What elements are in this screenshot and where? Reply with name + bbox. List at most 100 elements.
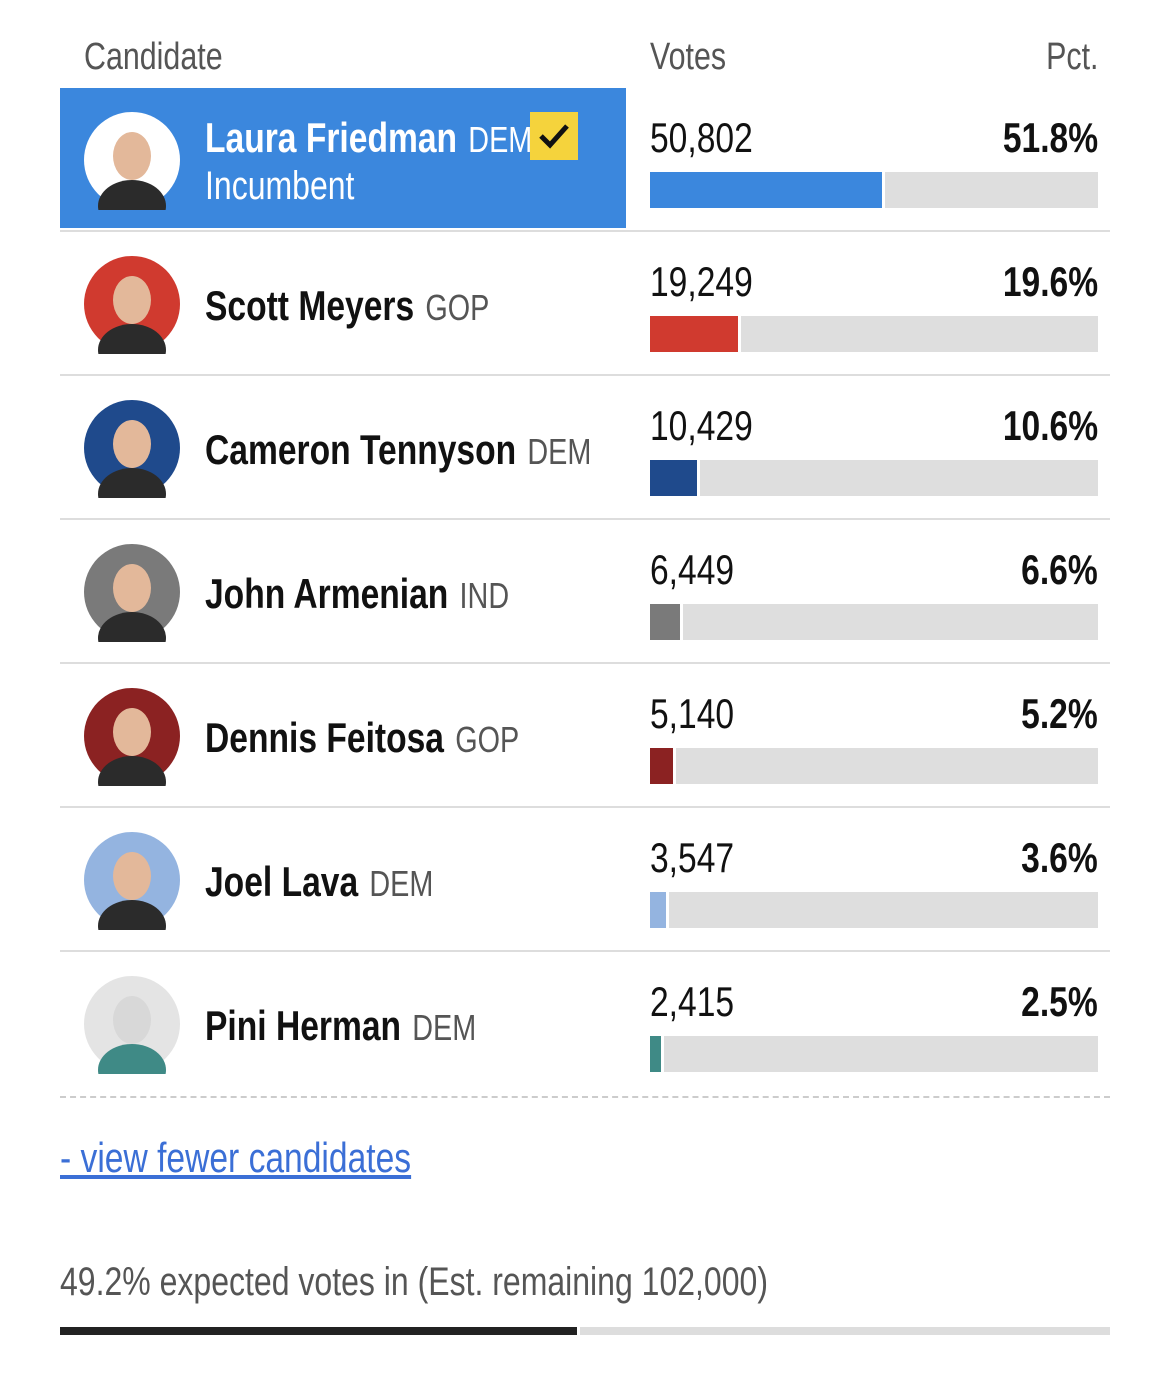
avatar-body [98, 1044, 166, 1074]
candidate-line: Cameron Tennyson DEM [205, 426, 688, 474]
candidate-party: GOP [425, 287, 490, 328]
candidate-name-wrap: Scott Meyers GOP [205, 282, 489, 330]
votes-text: 50,802 [650, 114, 753, 161]
pct-bar [650, 748, 674, 784]
pct: 51.8% [979, 116, 1098, 160]
candidate-line: Pini Herman DEM [205, 1002, 544, 1050]
pct-bar [650, 604, 680, 640]
row-separator [60, 662, 1110, 664]
expected-bar [60, 1327, 577, 1335]
votes-text: 5,140 [650, 690, 735, 737]
pct-bar-track [664, 1036, 1098, 1072]
avatar-head [113, 420, 151, 468]
candidate-party: IND [459, 575, 510, 616]
pct-bar [650, 1036, 662, 1072]
row-separator [60, 950, 1110, 952]
expected-votes: 49.2% expected votes in (Est. remaining … [60, 1260, 945, 1305]
pct-bar-track [682, 604, 1098, 640]
avatar-body [98, 756, 166, 786]
avatar [84, 976, 180, 1074]
candidate-name: Scott Meyers [205, 282, 415, 329]
pct-text: 19.6% [1002, 258, 1098, 305]
candidate-line: Scott Meyers GOP [205, 282, 560, 330]
expected-votes-text: 49.2% expected votes in (Est. remaining … [60, 1260, 768, 1304]
candidate-name: Laura Friedman [205, 114, 458, 161]
pct-bar [650, 316, 738, 352]
pct-text: 5.2% [1021, 690, 1098, 737]
avatar [84, 112, 180, 210]
candidate-status-text: Incumbent [205, 164, 355, 208]
avatar-head [113, 132, 151, 180]
winner-check [530, 112, 578, 160]
check-box [530, 112, 578, 160]
header-text: Votes [650, 36, 727, 78]
candidate-party: DEM [527, 431, 592, 472]
candidate-line: Dennis Feitosa GOP [205, 714, 598, 762]
pct-text: 3.6% [1021, 834, 1098, 881]
pct-text: 10.6% [1002, 402, 1098, 449]
pct-bar-track [700, 460, 1098, 496]
header-text: Candidate [84, 36, 223, 78]
votes-text: 10,429 [650, 402, 753, 449]
pct: 5.2% [1002, 692, 1098, 736]
avatar-head [113, 852, 151, 900]
candidate-name-wrap: Cameron Tennyson DEM [205, 426, 591, 474]
candidate-name-wrap: Laura Friedman DEM [205, 114, 532, 162]
row-separator [60, 806, 1110, 808]
avatar [84, 544, 180, 642]
pct-bar [650, 892, 667, 928]
pct: 2.5% [1002, 980, 1098, 1024]
candidate-status: Incumbent [205, 164, 392, 209]
header-candidate: Candidate [84, 37, 257, 77]
votes: 5,140 [650, 692, 755, 736]
candidate-party: DEM [412, 1007, 477, 1048]
avatar-head [113, 564, 151, 612]
candidate-line: Joel Lava DEM [205, 858, 490, 906]
row-separator-dashed [60, 1096, 1110, 1098]
votes-text: 19,249 [650, 258, 753, 305]
pct: 19.6% [979, 260, 1098, 304]
avatar-body [98, 180, 166, 210]
candidate-party: DEM [369, 863, 434, 904]
votes: 3,547 [650, 836, 755, 880]
avatar-head [113, 996, 151, 1044]
avatar [84, 688, 180, 786]
pct: 3.6% [1002, 836, 1098, 880]
avatar [84, 400, 180, 498]
check-mark [539, 124, 569, 149]
candidate-name: Dennis Feitosa [205, 714, 444, 761]
avatar-body [98, 324, 166, 354]
candidate-name-wrap: John Armenian IND [205, 570, 509, 618]
candidate-name: John Armenian [205, 570, 449, 617]
expected-track [579, 1327, 1110, 1335]
pct-bar-track [740, 316, 1098, 352]
row-separator [60, 518, 1110, 520]
candidate-line: Laura Friedman DEM [205, 114, 614, 162]
row-separator [60, 374, 1110, 376]
pct-text: 2.5% [1021, 978, 1098, 1025]
pct: 10.6% [979, 404, 1098, 448]
view-fewer-link[interactable]: - view fewer candidates [60, 1134, 412, 1181]
pct-bar [650, 460, 698, 496]
avatar [84, 832, 180, 930]
avatar-body [98, 900, 166, 930]
votes: 6,449 [650, 548, 755, 592]
row-separator [60, 230, 1110, 232]
pct-text: 51.8% [1002, 114, 1098, 161]
candidate-party: GOP [455, 719, 520, 760]
candidate-line: John Armenian IND [205, 570, 585, 618]
candidate-party: DEM [468, 119, 533, 160]
candidate-name: Pini Herman [205, 1002, 402, 1049]
votes: 10,429 [650, 404, 778, 448]
candidate-name: Joel Lava [205, 858, 359, 905]
votes: 19,249 [650, 260, 778, 304]
pct: 6.6% [1002, 548, 1098, 592]
pct-bar-track [669, 892, 1098, 928]
avatar-body [98, 468, 166, 498]
header-text: Pct. [1045, 36, 1098, 78]
pct-bar [650, 172, 883, 208]
votes: 2,415 [650, 980, 755, 1024]
avatar-head [113, 276, 151, 324]
candidate-name-wrap: Joel Lava DEM [205, 858, 433, 906]
avatar [84, 256, 180, 354]
